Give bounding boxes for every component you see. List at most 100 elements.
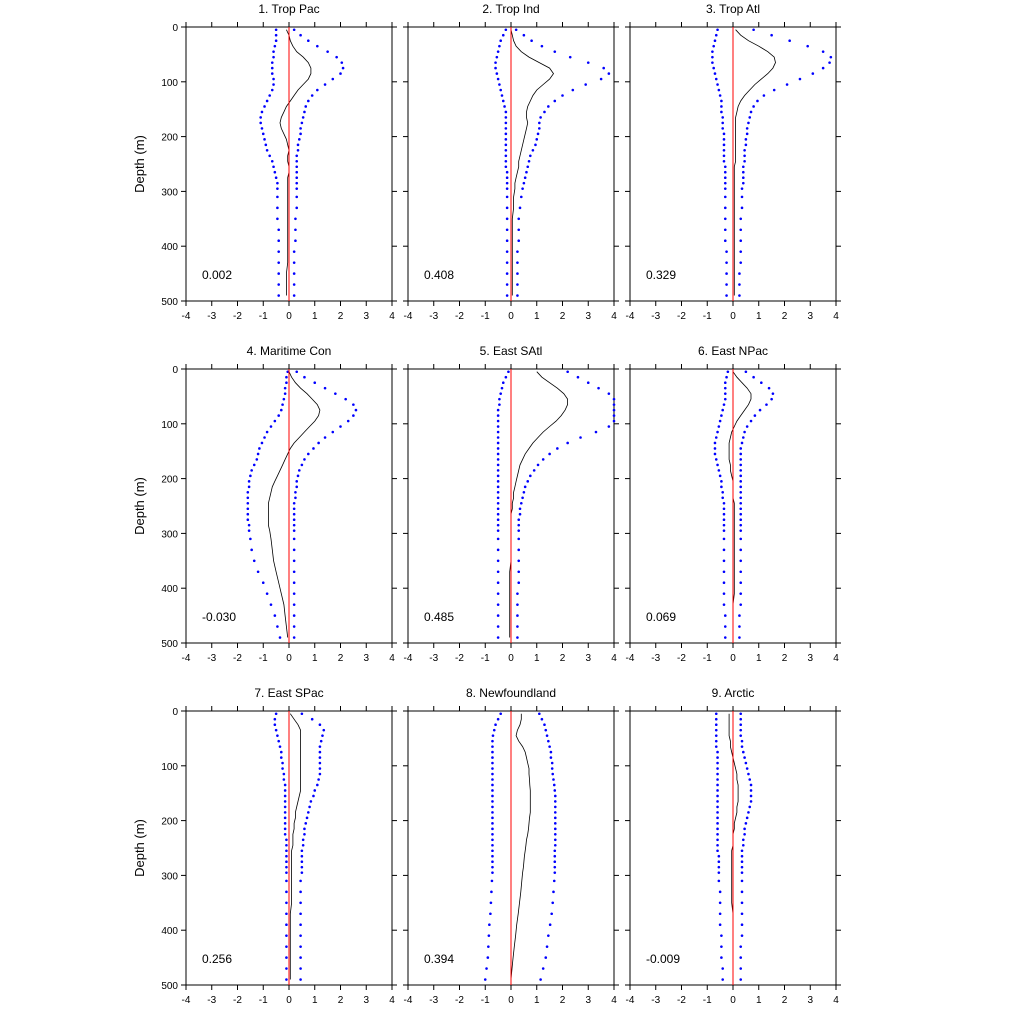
bound-point <box>496 441 500 445</box>
x-tick-label: -1 <box>259 995 268 1006</box>
bound-point <box>344 397 347 401</box>
bound-point <box>517 581 521 585</box>
bound-point <box>538 121 541 125</box>
bound-point <box>292 28 296 32</box>
bound-point <box>821 66 825 70</box>
bound-point <box>259 121 262 125</box>
bound-point <box>739 717 743 721</box>
bound-point <box>292 518 296 521</box>
bound-point <box>317 778 320 781</box>
bound-point <box>720 414 723 417</box>
bound-point <box>739 581 743 585</box>
bound-point <box>304 822 308 825</box>
bound-point <box>283 386 287 390</box>
bound-point <box>745 816 749 820</box>
bound-point <box>504 121 508 125</box>
bound-point <box>725 250 728 253</box>
bound-point <box>739 518 743 521</box>
bound-point <box>285 879 288 883</box>
bound-point <box>491 778 494 781</box>
bound-point <box>505 272 509 275</box>
bound-point <box>499 39 503 42</box>
bound-point <box>496 463 500 467</box>
bound-point <box>553 99 557 103</box>
bound-point <box>720 934 723 937</box>
bound-point <box>749 794 753 798</box>
bound-point <box>505 187 509 190</box>
bound-point <box>491 843 494 847</box>
x-tick-label: 1 <box>756 653 762 664</box>
bound-point <box>722 603 726 606</box>
bound-point <box>340 61 344 64</box>
bound-point <box>295 181 299 185</box>
bound-point <box>317 441 320 445</box>
bound-point <box>553 800 557 803</box>
x-tick-label: -4 <box>182 995 191 1006</box>
x-tick-label: -4 <box>626 311 635 322</box>
bound-point <box>725 294 728 297</box>
y-tick-label: 300 <box>161 529 178 540</box>
bound-point <box>720 105 723 108</box>
x-tick-label: 3 <box>585 995 591 1006</box>
bound-point <box>725 272 728 275</box>
bound-point <box>714 739 718 743</box>
x-tick-label: 3 <box>807 995 813 1006</box>
x-tick-label: -3 <box>207 995 216 1006</box>
bound-point <box>274 728 278 732</box>
bound-point <box>712 44 715 48</box>
bound-point <box>716 822 719 825</box>
bound-point <box>498 403 501 406</box>
chart-panel: 3. Trop Atl -4 -3 -2 -1 0 1 2 3 4 0.329 <box>625 2 841 322</box>
bound-point <box>721 978 724 981</box>
bound-point <box>496 570 500 574</box>
bound-point <box>279 408 283 412</box>
bound-point <box>491 805 494 809</box>
bound-point <box>279 750 283 754</box>
bound-point <box>273 717 277 721</box>
bound-point <box>500 94 504 97</box>
bound-point <box>747 772 750 776</box>
bound-point <box>496 419 500 423</box>
bound-point <box>312 447 315 450</box>
bound-point <box>553 849 557 853</box>
bound-point <box>743 756 746 759</box>
x-tick-label: -3 <box>429 311 438 322</box>
bound-point <box>543 110 546 114</box>
bound-point <box>752 28 755 32</box>
bound-point <box>717 469 721 472</box>
bound-point <box>748 116 752 119</box>
bound-point <box>277 261 281 264</box>
bound-point <box>504 132 508 136</box>
bound-point <box>496 537 500 541</box>
bound-point <box>594 430 598 434</box>
bound-point <box>296 474 300 478</box>
bound-point <box>723 181 727 185</box>
x-tick-label: 2 <box>560 653 566 664</box>
bound-point <box>277 739 281 743</box>
bound-point <box>742 165 745 169</box>
bound-point <box>711 50 714 53</box>
bound-point <box>716 767 719 770</box>
bound-point <box>723 187 727 190</box>
bound-point <box>285 381 288 385</box>
bound-point <box>722 581 726 585</box>
panel-title: 5. East SAtl <box>480 344 543 358</box>
bound-point <box>294 217 297 221</box>
bound-point <box>549 756 553 759</box>
x-tick-label: 0 <box>286 995 292 1006</box>
panel-statistic: -0.009 <box>646 952 680 966</box>
x-tick-label: 2 <box>782 653 788 664</box>
bound-point <box>532 469 536 472</box>
bound-point <box>602 66 605 70</box>
bound-point <box>307 811 310 814</box>
bound-point <box>276 625 279 628</box>
y-tick-label: 400 <box>161 584 178 595</box>
x-tick-label: -2 <box>677 311 686 322</box>
bound-point <box>714 734 718 737</box>
bound-point <box>739 956 743 959</box>
bound-point <box>607 392 611 395</box>
bound-point <box>711 61 714 64</box>
bound-point <box>516 636 519 639</box>
bound-point <box>713 39 717 42</box>
